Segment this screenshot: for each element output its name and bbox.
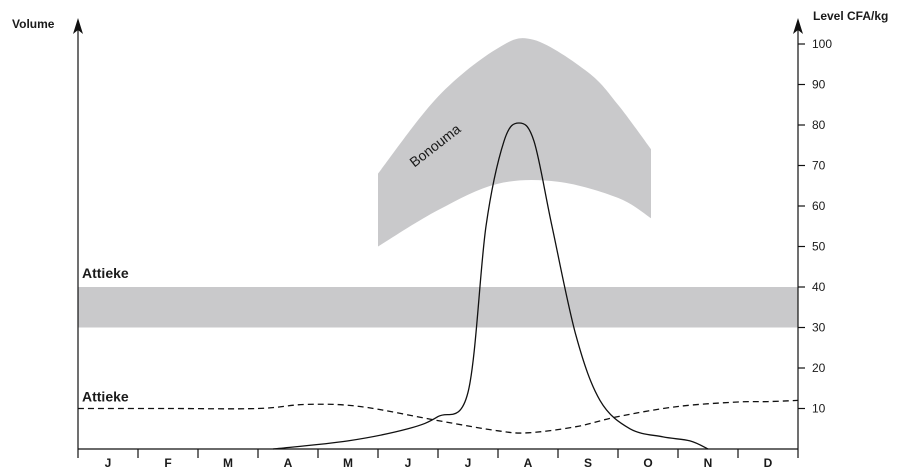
right-axis-tick-label: 70: [812, 159, 826, 173]
month-label: M: [343, 456, 353, 470]
month-label: A: [524, 456, 533, 470]
attieke-volume-line: [78, 399, 799, 434]
month-label: M: [223, 456, 233, 470]
month-label: F: [164, 456, 171, 470]
right-axis-tick-label: 100: [812, 37, 832, 51]
month-label: J: [105, 456, 112, 470]
right-axis-tick-label: 90: [812, 78, 826, 92]
month-label: S: [584, 456, 592, 470]
left-y-axis-title: Volume: [12, 17, 55, 31]
right-axis-tick-label: 40: [812, 280, 826, 294]
right-axis-tick-label: 80: [812, 118, 826, 132]
month-label: N: [704, 456, 713, 470]
month-label: D: [764, 456, 773, 470]
bands-layer: [78, 38, 798, 328]
right-axis-tick-label: 20: [812, 361, 826, 375]
attieke-band-label: Attieke: [82, 265, 129, 281]
month-label: O: [643, 456, 652, 470]
attieke-price-band: [78, 287, 798, 328]
ticks-layer: 10 20 30 40 50 60 70 80 90 100 J F M A M J J A S O N D: [77, 37, 832, 470]
right-y-axis-title: Level CFA/kg: [813, 9, 888, 23]
axes-layer: Volume Level CFA/kg: [12, 9, 888, 450]
right-axis-tick-label: 50: [812, 240, 826, 254]
attieke-volume-label: Attieke: [82, 389, 129, 405]
right-axis-tick-label: 60: [812, 199, 826, 213]
month-label: A: [284, 456, 293, 470]
series-layer: [78, 122, 799, 450]
left-y-axis-arrow-icon: [73, 18, 83, 34]
bonouma-price-band: [378, 38, 651, 247]
right-axis-tick-label: 30: [812, 321, 826, 335]
right-y-axis-arrow-icon: [793, 18, 803, 34]
month-label: J: [465, 456, 472, 470]
right-axis-tick-label: 10: [812, 402, 826, 416]
month-label: J: [405, 456, 412, 470]
bonouma-volume-line: [272, 122, 709, 450]
